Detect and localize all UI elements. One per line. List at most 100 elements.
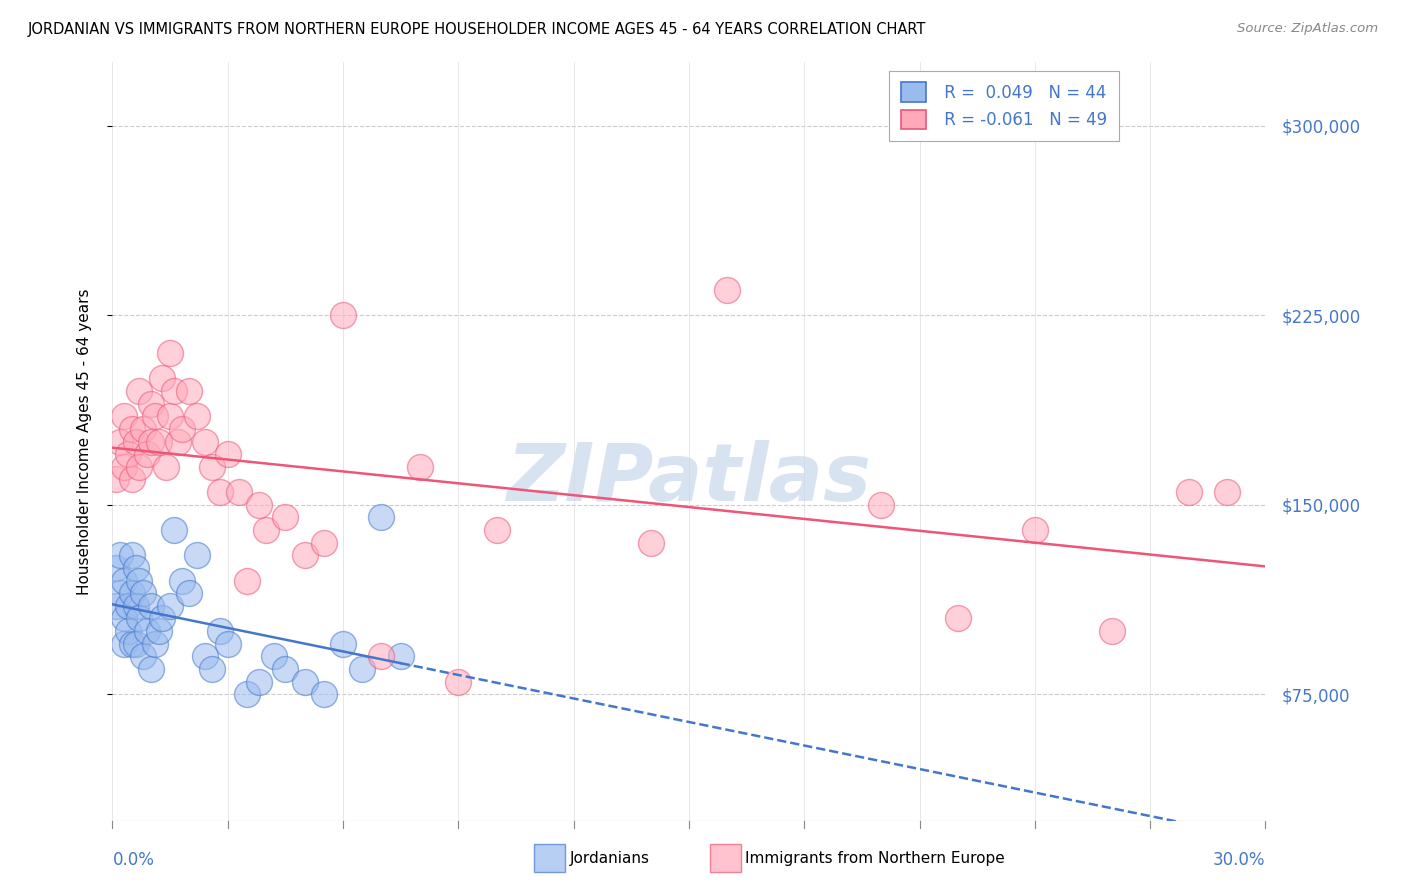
Point bbox=[640, 535, 662, 549]
Point bbox=[159, 599, 181, 613]
Point bbox=[332, 637, 354, 651]
Point bbox=[121, 548, 143, 563]
Point bbox=[117, 599, 139, 613]
Point bbox=[108, 548, 131, 563]
Point bbox=[254, 523, 277, 537]
Point bbox=[352, 662, 374, 676]
Point bbox=[117, 447, 139, 461]
Point bbox=[105, 599, 128, 613]
Point bbox=[128, 459, 150, 474]
Point bbox=[194, 649, 217, 664]
Point bbox=[236, 574, 259, 588]
Text: Source: ZipAtlas.com: Source: ZipAtlas.com bbox=[1237, 22, 1378, 36]
Point bbox=[217, 637, 239, 651]
Point bbox=[105, 473, 128, 487]
Point bbox=[294, 548, 316, 563]
Point bbox=[152, 611, 174, 625]
Point bbox=[139, 662, 162, 676]
Point bbox=[121, 586, 143, 600]
Point bbox=[112, 574, 135, 588]
Point bbox=[247, 498, 270, 512]
Point bbox=[105, 561, 128, 575]
Point bbox=[170, 422, 193, 436]
Point bbox=[389, 649, 412, 664]
Point bbox=[946, 611, 969, 625]
Point bbox=[121, 473, 143, 487]
Point bbox=[148, 434, 170, 449]
Point bbox=[108, 586, 131, 600]
Point bbox=[370, 510, 392, 524]
Point bbox=[179, 384, 201, 398]
Point bbox=[163, 523, 186, 537]
Point bbox=[370, 649, 392, 664]
Point bbox=[332, 308, 354, 322]
Point bbox=[128, 611, 150, 625]
Point bbox=[148, 624, 170, 639]
Point bbox=[716, 283, 738, 297]
Point bbox=[159, 346, 181, 360]
Point bbox=[485, 523, 508, 537]
Text: 0.0%: 0.0% bbox=[112, 851, 155, 869]
Point bbox=[274, 510, 297, 524]
Point bbox=[121, 637, 143, 651]
Point bbox=[236, 687, 259, 701]
Point bbox=[132, 422, 155, 436]
Point bbox=[201, 459, 224, 474]
Point bbox=[136, 447, 159, 461]
Point bbox=[139, 434, 162, 449]
Point bbox=[409, 459, 432, 474]
Point bbox=[132, 586, 155, 600]
Point bbox=[143, 409, 166, 424]
Point bbox=[143, 637, 166, 651]
Point bbox=[121, 422, 143, 436]
Point bbox=[124, 599, 146, 613]
Point bbox=[117, 624, 139, 639]
Y-axis label: Householder Income Ages 45 - 64 years: Householder Income Ages 45 - 64 years bbox=[77, 288, 91, 595]
Point bbox=[1101, 624, 1123, 639]
Text: Immigrants from Northern Europe: Immigrants from Northern Europe bbox=[745, 851, 1005, 865]
Text: Jordanians: Jordanians bbox=[569, 851, 650, 865]
Point bbox=[159, 409, 181, 424]
Point bbox=[228, 485, 250, 500]
Point bbox=[294, 674, 316, 689]
Point bbox=[132, 649, 155, 664]
Point bbox=[209, 624, 232, 639]
Point bbox=[274, 662, 297, 676]
Point bbox=[124, 561, 146, 575]
Point bbox=[136, 624, 159, 639]
Point bbox=[152, 371, 174, 385]
Point bbox=[1024, 523, 1046, 537]
Point bbox=[128, 574, 150, 588]
Point bbox=[201, 662, 224, 676]
Point bbox=[263, 649, 285, 664]
Point bbox=[170, 574, 193, 588]
Point bbox=[209, 485, 232, 500]
Legend:  R =  0.049   N = 44,  R = -0.061   N = 49: R = 0.049 N = 44, R = -0.061 N = 49 bbox=[889, 70, 1119, 141]
Point bbox=[312, 535, 335, 549]
Point bbox=[112, 611, 135, 625]
Point bbox=[186, 548, 208, 563]
Point bbox=[186, 409, 208, 424]
Text: ZIPatlas: ZIPatlas bbox=[506, 441, 872, 518]
Point bbox=[139, 396, 162, 410]
Point bbox=[124, 434, 146, 449]
Text: JORDANIAN VS IMMIGRANTS FROM NORTHERN EUROPE HOUSEHOLDER INCOME AGES 45 - 64 YEA: JORDANIAN VS IMMIGRANTS FROM NORTHERN EU… bbox=[28, 22, 927, 37]
Point bbox=[112, 409, 135, 424]
Point bbox=[155, 459, 177, 474]
Point bbox=[166, 434, 188, 449]
Point bbox=[1216, 485, 1239, 500]
Point bbox=[139, 599, 162, 613]
Point bbox=[128, 384, 150, 398]
Point bbox=[447, 674, 470, 689]
Point bbox=[112, 459, 135, 474]
Point bbox=[112, 637, 135, 651]
Point bbox=[108, 434, 131, 449]
Point bbox=[179, 586, 201, 600]
Point bbox=[194, 434, 217, 449]
Point bbox=[217, 447, 239, 461]
Point bbox=[312, 687, 335, 701]
Point bbox=[247, 674, 270, 689]
Point bbox=[1177, 485, 1199, 500]
Point bbox=[870, 498, 893, 512]
Point bbox=[124, 637, 146, 651]
